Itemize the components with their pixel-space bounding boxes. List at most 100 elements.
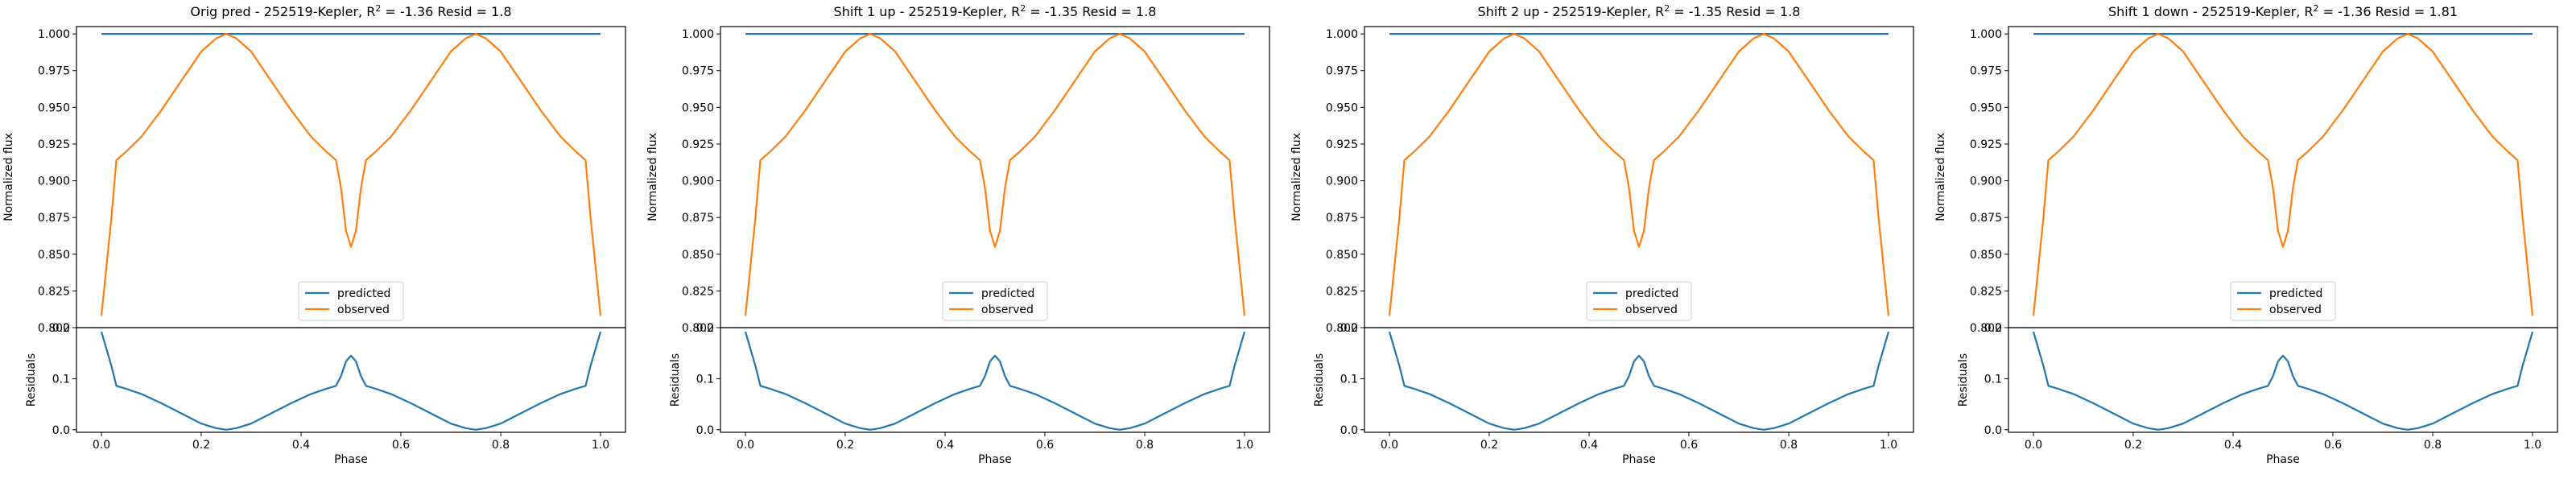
xtick-label: 0.6 (1680, 439, 1698, 452)
residual-ytick-label: 0.2 (696, 322, 714, 335)
title-prefix: Shift 1 down - 252519-Kepler, R (2108, 4, 2314, 19)
xtick-label: 0.2 (1480, 439, 1498, 452)
subplot-2: Shift 1 up - 252519-Kepler, R2 = -1.35 R… (646, 3, 1270, 466)
xtick-label: 0.6 (1036, 439, 1054, 452)
residual-axes-frame (720, 327, 1270, 433)
xtick-label: 0.2 (192, 439, 210, 452)
legend-box (1586, 281, 1692, 321)
flux-ytick-label: 1.000 (682, 28, 714, 41)
residual-panel: 0.0 0.1 0.2 Residuals 0.0 0.2 0.4 0.6 0.8 1.0 Phas… (669, 322, 1270, 466)
residual-axes-frame (76, 327, 626, 433)
residual-ylabel: Residuals (25, 353, 38, 407)
title-superscript: 2 (1664, 3, 1670, 14)
xtick-label: 0.8 (1136, 439, 1154, 452)
legend-box (298, 281, 404, 321)
residual-ytick-label: 0.0 (1340, 424, 1358, 437)
legend: predicted observed (298, 281, 404, 321)
subplot-4: Shift 1 down - 252519-Kepler, R2 = -1.36… (1934, 3, 2558, 466)
residual-line (100, 331, 602, 431)
flux-ytick-label: 0.975 (682, 65, 714, 78)
flux-ytick-label: 0.800 (1970, 322, 2002, 335)
xlabel: Phase (334, 453, 368, 466)
flux-ytick-label: 0.900 (682, 175, 714, 188)
xtick-label: 0.4 (2224, 439, 2242, 452)
residual-ylabel: Residuals (1957, 353, 1970, 407)
title-superscript: 2 (2314, 3, 2319, 14)
flux-ytick-label: 0.875 (1326, 212, 1358, 225)
flux-ytick-label: 0.900 (1970, 175, 2002, 188)
flux-ytick-label: 0.900 (38, 175, 70, 188)
residual-ytick-label: 0.1 (1340, 373, 1358, 386)
flux-ytick-label: 1.000 (1326, 28, 1358, 41)
residual-ytick-label: 0.2 (1340, 322, 1358, 335)
xtick-label: 0.2 (2124, 439, 2142, 452)
legend: predicted observed (2230, 281, 2336, 321)
flux-ytick-label: 0.800 (682, 322, 714, 335)
residual-line (2032, 331, 2534, 431)
flux-ytick-label: 0.875 (1970, 212, 2002, 225)
flux-ytick-label: 0.875 (682, 212, 714, 225)
residual-line (744, 331, 1246, 431)
flux-ytick-label: 0.975 (38, 65, 70, 78)
xlabel: Phase (2266, 453, 2300, 466)
legend: predicted observed (942, 281, 1048, 321)
residual-ytick-label: 0.2 (1984, 322, 2002, 335)
xlabel: Phase (1622, 453, 1656, 466)
legend-label-predicted: predicted (337, 287, 390, 300)
flux-panel: 0.800 0.825 0.850 0.875 0.900 0.925 0.950 0.975… (1290, 26, 1914, 335)
flux-panel: 0.800 0.825 0.850 0.875 0.900 0.925 0.950 0.975… (1934, 26, 2558, 335)
subplot-1: Orig pred - 252519-Kepler, R2 = -1.36 Re… (2, 3, 626, 466)
legend-label-observed: observed (337, 303, 390, 316)
residual-ytick-label: 0.0 (696, 424, 714, 437)
flux-ytick-label: 0.825 (1326, 285, 1358, 298)
legend-label-predicted: predicted (981, 287, 1034, 300)
residual-ytick-label: 0.0 (1984, 424, 2002, 437)
residual-panel: 0.0 0.1 0.2 Residuals 0.0 0.2 0.4 0.6 0.8 1.0 Phas… (25, 322, 626, 466)
title-prefix: Orig pred - 252519-Kepler, R (190, 4, 375, 19)
xtick-label: 0.6 (392, 439, 410, 452)
xtick-label: 0.8 (492, 439, 510, 452)
residual-ytick-label: 0.2 (52, 322, 70, 335)
observed-line (2032, 32, 2534, 316)
flux-ytick-label: 0.975 (1326, 65, 1358, 78)
residual-ytick-label: 0.1 (696, 373, 714, 386)
xtick-label: 0.0 (93, 439, 110, 452)
xtick-label: 0.0 (737, 439, 754, 452)
legend-label-observed: observed (2269, 303, 2322, 316)
flux-ylabel: Normalized flux (2, 133, 15, 221)
xtick-label: 1.0 (2524, 439, 2541, 452)
xtick-label: 1.0 (592, 439, 609, 452)
flux-ytick-label: 0.950 (1970, 101, 2002, 114)
flux-ytick-label: 0.850 (682, 249, 714, 262)
residual-panel: 0.0 0.1 0.2 Residuals 0.0 0.2 0.4 0.6 0.8 1.0 Phas… (1957, 322, 2558, 466)
flux-ytick-label: 0.950 (1326, 101, 1358, 114)
flux-ytick-label: 0.925 (38, 138, 70, 151)
flux-ytick-label: 0.850 (38, 249, 70, 262)
chart-title: Orig pred - 252519-Kepler, R2 = -1.36 Re… (190, 3, 511, 19)
flux-ytick-label: 0.800 (1326, 322, 1358, 335)
xtick-label: 1.0 (1236, 439, 1253, 452)
title-prefix: Shift 1 up - 252519-Kepler, R (834, 4, 1021, 19)
legend-box (942, 281, 1048, 321)
flux-ytick-label: 1.000 (1970, 28, 2002, 41)
legend-label-observed: observed (1625, 303, 1678, 316)
xtick-label: 0.0 (1381, 439, 1398, 452)
legend-label-predicted: predicted (2269, 287, 2322, 300)
flux-ylabel: Normalized flux (1934, 133, 1947, 221)
flux-ytick-label: 0.950 (682, 101, 714, 114)
residual-ytick-label: 0.0 (52, 424, 70, 437)
xtick-label: 0.6 (2324, 439, 2342, 452)
flux-ytick-label: 0.950 (38, 101, 70, 114)
title-suffix: = -1.36 Resid = 1.81 (2319, 4, 2458, 19)
flux-ytick-label: 0.800 (38, 322, 70, 335)
flux-ytick-label: 0.825 (682, 285, 714, 298)
chart-title: Shift 1 up - 252519-Kepler, R2 = -1.35 R… (834, 3, 1157, 19)
legend-label-predicted: predicted (1625, 287, 1678, 300)
legend-label-observed: observed (981, 303, 1034, 316)
observed-line (1388, 32, 1890, 316)
flux-ytick-label: 1.000 (38, 28, 70, 41)
title-superscript: 2 (1020, 3, 1026, 14)
xtick-label: 1.0 (1880, 439, 1897, 452)
residual-axes-frame (1364, 327, 1914, 433)
